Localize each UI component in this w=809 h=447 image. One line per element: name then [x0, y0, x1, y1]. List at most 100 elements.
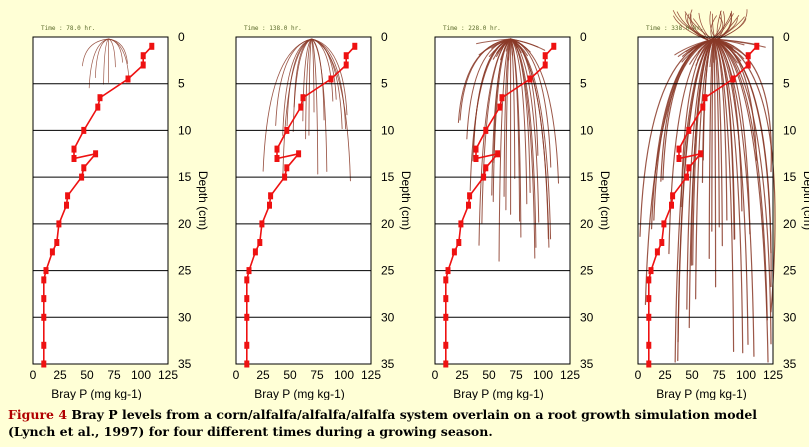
y-tick-label: 20 — [178, 217, 192, 231]
y-tick-label: 0 — [580, 30, 587, 44]
root-strand — [713, 38, 755, 357]
root-strand — [293, 38, 313, 108]
x-tick-label: 50 — [685, 368, 699, 382]
data-point — [298, 103, 304, 111]
data-point — [443, 341, 449, 349]
shoot-strand — [676, 11, 711, 42]
data-point — [745, 52, 751, 60]
root-strand — [305, 38, 313, 140]
y-tick-label: 0 — [783, 30, 790, 44]
y-tick-label: 25 — [381, 264, 395, 278]
data-point — [95, 103, 101, 111]
data-point — [646, 360, 652, 368]
chart-panel-2: 0 25 50 75 100 125 0 5 10 15 20 25 30 35 Bray P (mg kg… — [233, 25, 413, 400]
root-strand — [308, 38, 313, 136]
root-strand — [103, 38, 109, 85]
data-point — [542, 61, 548, 69]
root-strand — [311, 38, 347, 130]
root-system-illustration — [82, 38, 130, 89]
root-crown-strand — [510, 38, 513, 56]
plot-frame — [637, 36, 774, 365]
shoot-strand — [709, 11, 718, 42]
data-point — [451, 248, 457, 256]
data-point — [274, 145, 280, 153]
data-point — [527, 75, 533, 83]
x-tick-label: 0 — [635, 368, 642, 382]
root-system-illustration — [457, 38, 560, 262]
data-point — [445, 267, 451, 275]
data-point — [443, 276, 449, 284]
root-strand — [510, 38, 522, 238]
data-point — [274, 155, 280, 162]
x-tick-label: 25 — [53, 368, 67, 382]
x-axis-label: Bray P (mg kg-1) — [254, 387, 344, 400]
root-strand — [713, 38, 735, 352]
data-point — [284, 126, 290, 134]
x-tick-label: 50 — [482, 368, 496, 382]
root-strand — [108, 38, 116, 68]
data-point — [65, 192, 71, 200]
data-point — [140, 52, 146, 60]
data-point — [267, 201, 272, 209]
data-point — [698, 150, 704, 158]
data-point — [458, 220, 464, 228]
data-point — [676, 145, 682, 153]
y-axis-label: Depth (cm) — [196, 171, 210, 230]
data-point — [654, 248, 660, 256]
data-point — [542, 52, 548, 60]
data-point — [140, 61, 146, 69]
root-strand — [510, 38, 528, 205]
time-label: Time : 228.0 hr. — [443, 25, 501, 32]
root-system-illustration — [639, 9, 776, 363]
x-tick-label: 25 — [658, 368, 672, 382]
data-point — [661, 220, 667, 228]
data-point — [244, 360, 250, 368]
root-strand — [713, 38, 768, 321]
y-tick-label: 30 — [381, 310, 395, 324]
data-point — [646, 341, 652, 349]
time-label: Time : 138.0 hr. — [244, 25, 302, 32]
root-crown-strand — [510, 38, 519, 49]
data-point — [684, 173, 690, 181]
shoot-strand — [714, 13, 732, 42]
root-strand — [292, 38, 313, 132]
figure-caption: Figure 4 Bray P levels from a corn/alfal… — [8, 406, 803, 440]
chart-panel-4: 0 25 50 75 100 125 0 5 10 15 20 25 30 35 Bray P (mg kg… — [635, 9, 809, 400]
y-tick-label: 30 — [178, 310, 192, 324]
data-point — [244, 276, 250, 284]
data-point — [676, 155, 682, 162]
y-tick-label: 20 — [783, 217, 797, 231]
y-tick-label: 25 — [580, 264, 594, 278]
root-strand — [713, 38, 749, 345]
x-axis-label: Bray P (mg kg-1) — [656, 387, 746, 400]
shoot-strand — [684, 11, 717, 42]
x-tick-label: 125 — [158, 368, 178, 382]
data-point — [71, 155, 77, 162]
x-tick-label: 25 — [256, 368, 270, 382]
y-tick-label: 5 — [381, 77, 388, 91]
data-point — [81, 126, 87, 134]
root-crown-strand — [476, 38, 512, 45]
x-tick-label: 0 — [432, 368, 439, 382]
y-tick-label: 5 — [783, 77, 790, 91]
data-point — [41, 295, 47, 303]
x-axis-label: Bray P (mg kg-1) — [51, 387, 141, 400]
data-point — [43, 267, 49, 275]
data-point — [754, 42, 760, 50]
data-point — [646, 276, 652, 284]
shoot-strand — [708, 11, 722, 42]
root-strand — [644, 38, 715, 306]
x-tick-label: 100 — [533, 368, 553, 382]
data-point — [702, 94, 708, 102]
plot-frame — [434, 36, 571, 365]
figure-label: Figure 4 — [8, 407, 68, 422]
y-tick-label: 15 — [580, 170, 594, 184]
data-point — [282, 173, 288, 181]
data-point — [244, 341, 250, 349]
x-tick-label: 100 — [131, 368, 151, 382]
root-strand — [459, 38, 512, 121]
y-tick-label: 10 — [783, 123, 797, 137]
data-point — [443, 360, 449, 368]
data-point — [686, 164, 692, 172]
